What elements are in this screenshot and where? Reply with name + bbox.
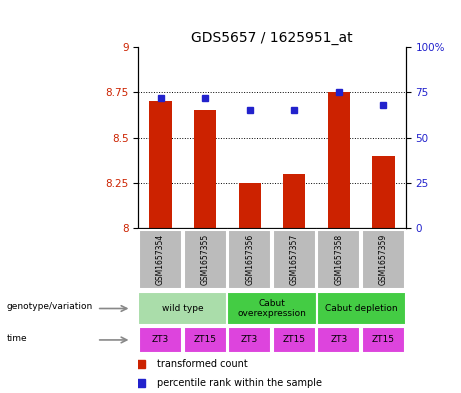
Text: time: time [7,334,28,343]
FancyBboxPatch shape [273,230,316,289]
Text: genotype/variation: genotype/variation [7,302,93,311]
FancyBboxPatch shape [184,230,226,289]
FancyBboxPatch shape [139,327,182,353]
FancyBboxPatch shape [139,230,182,289]
FancyBboxPatch shape [317,292,406,325]
Text: GSM1657354: GSM1657354 [156,234,165,285]
Text: GSM1657359: GSM1657359 [379,234,388,285]
FancyBboxPatch shape [228,230,271,289]
FancyBboxPatch shape [138,292,227,325]
Text: wild type: wild type [162,304,204,313]
FancyBboxPatch shape [362,327,405,353]
Text: GSM1657358: GSM1657358 [334,234,343,285]
FancyBboxPatch shape [318,230,360,289]
Bar [283,174,306,228]
Text: ZT3: ZT3 [330,336,348,344]
FancyBboxPatch shape [227,292,317,325]
FancyBboxPatch shape [362,230,405,289]
Text: ZT3: ZT3 [241,336,258,344]
FancyBboxPatch shape [184,327,226,353]
Text: ZT15: ZT15 [283,336,306,344]
Bar [372,156,395,228]
Text: ZT3: ZT3 [152,336,169,344]
FancyBboxPatch shape [318,327,360,353]
FancyBboxPatch shape [273,327,316,353]
Text: percentile rank within the sample: percentile rank within the sample [157,378,322,388]
Text: ZT15: ZT15 [194,336,217,344]
Text: GSM1657357: GSM1657357 [290,234,299,285]
Text: ZT15: ZT15 [372,336,395,344]
Text: transformed count: transformed count [157,358,248,369]
Title: GDS5657 / 1625951_at: GDS5657 / 1625951_at [191,31,353,45]
Bar [149,101,171,228]
FancyBboxPatch shape [228,327,271,353]
Text: GSM1657356: GSM1657356 [245,234,254,285]
Text: Cabut depletion: Cabut depletion [325,304,397,313]
Text: GSM1657355: GSM1657355 [201,234,210,285]
Bar [239,183,261,228]
Bar [194,110,216,228]
Text: Cabut
overexpression: Cabut overexpression [237,299,307,318]
Bar [328,92,350,228]
